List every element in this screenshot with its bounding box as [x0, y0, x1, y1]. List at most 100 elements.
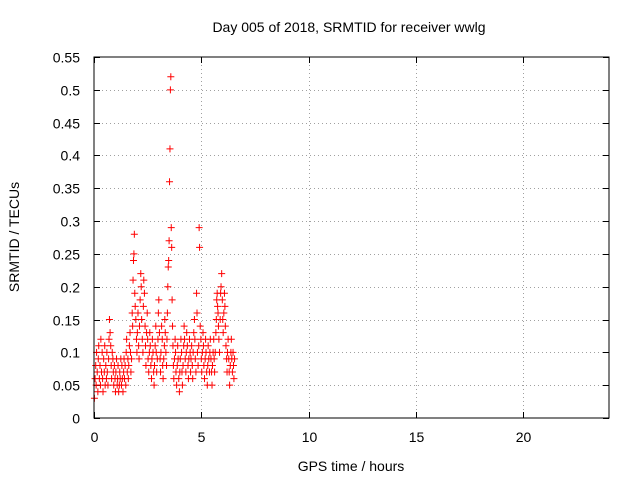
data-point [172, 348, 180, 356]
x-tick-label: 0 [91, 429, 99, 445]
chart-title: Day 005 of 2018, SRMTID for receiver wwl… [212, 19, 485, 35]
x-tick-label: 20 [516, 429, 532, 445]
data-point [166, 145, 174, 153]
data-point [210, 355, 218, 363]
data-point [218, 270, 226, 278]
data-point [105, 335, 113, 343]
data-point [167, 224, 175, 232]
data-point [158, 322, 166, 330]
data-point [193, 289, 201, 297]
data-point [154, 309, 162, 317]
axis-ticks [94, 57, 609, 419]
data-point [168, 296, 176, 304]
data-point [139, 348, 147, 356]
data-point [218, 296, 226, 304]
y-tick-label: 0.2 [61, 280, 81, 296]
y-tick-label: 0.55 [53, 50, 80, 66]
data-point [160, 342, 168, 350]
data-point [167, 73, 175, 81]
plot-frame [93, 56, 610, 419]
y-tick-label: 0.35 [53, 181, 80, 197]
grid [94, 57, 609, 418]
data-point [159, 375, 167, 383]
data-point [221, 302, 229, 310]
data-point [140, 276, 148, 284]
data-point [169, 322, 177, 330]
data-point [101, 342, 109, 350]
y-tick-label: 0.3 [61, 214, 81, 230]
data-point [140, 289, 148, 297]
data-point [174, 342, 182, 350]
data-point [131, 302, 139, 310]
data-point [139, 302, 147, 310]
data-point [229, 348, 237, 356]
data-point [141, 322, 149, 330]
data-point [129, 322, 137, 330]
x-tick-labels: 0 5 10 15 20 [91, 429, 532, 445]
data-point [214, 302, 222, 310]
data-point [138, 316, 146, 324]
data-point [231, 355, 239, 363]
data-point [215, 335, 223, 343]
data-point [229, 361, 237, 369]
data-point [162, 348, 170, 356]
data-point [163, 309, 171, 317]
data-points [90, 73, 239, 402]
data-point [133, 348, 141, 356]
data-point [165, 256, 173, 264]
data-point [164, 283, 172, 291]
data-point [227, 335, 235, 343]
data-point [228, 368, 236, 376]
x-tick-label: 15 [409, 429, 425, 445]
data-point [136, 296, 144, 304]
data-point [164, 263, 172, 271]
data-point [208, 361, 216, 369]
y-tick-label: 0.15 [53, 313, 80, 329]
data-point [219, 316, 227, 324]
data-point [148, 375, 156, 383]
data-point [165, 237, 173, 245]
data-point [157, 368, 165, 376]
y-tick-label: 0.4 [61, 148, 81, 164]
data-point [166, 178, 174, 186]
data-point [175, 388, 183, 396]
y-tick-label: 0.45 [53, 116, 80, 132]
data-point [178, 381, 186, 389]
data-point [125, 342, 133, 350]
data-point [133, 329, 141, 337]
data-point [126, 329, 134, 337]
data-point [129, 276, 137, 284]
data-point [189, 375, 197, 383]
data-point [219, 329, 227, 337]
data-point [196, 322, 204, 330]
data-point [193, 309, 201, 317]
x-axis-label: GPS time / hours [298, 458, 405, 474]
data-point [161, 316, 169, 324]
data-point [188, 342, 196, 350]
data-point [108, 348, 116, 356]
data-point [137, 270, 145, 278]
data-point [199, 329, 207, 337]
data-point [201, 375, 209, 383]
data-point [97, 335, 105, 343]
data-point [155, 296, 163, 304]
y-tick-labels: 0 0.05 0.1 0.15 0.2 0.25 0.3 0.35 0.4 0.45 0.5 0.55 [53, 50, 80, 427]
data-point [99, 388, 107, 396]
data-point [190, 316, 198, 324]
data-point [208, 381, 216, 389]
data-point [163, 361, 171, 369]
y-axis-label: SRMTID / TECUs [6, 182, 22, 292]
y-tick-label: 0.25 [53, 247, 80, 263]
data-point [150, 381, 158, 389]
data-point [127, 368, 135, 376]
data-point [130, 250, 138, 258]
data-point [195, 224, 203, 232]
data-point [124, 375, 132, 383]
data-point [196, 243, 204, 251]
data-point [151, 342, 159, 350]
data-point [130, 230, 138, 238]
data-point [129, 256, 137, 264]
data-point [214, 322, 222, 330]
data-point [220, 289, 228, 297]
